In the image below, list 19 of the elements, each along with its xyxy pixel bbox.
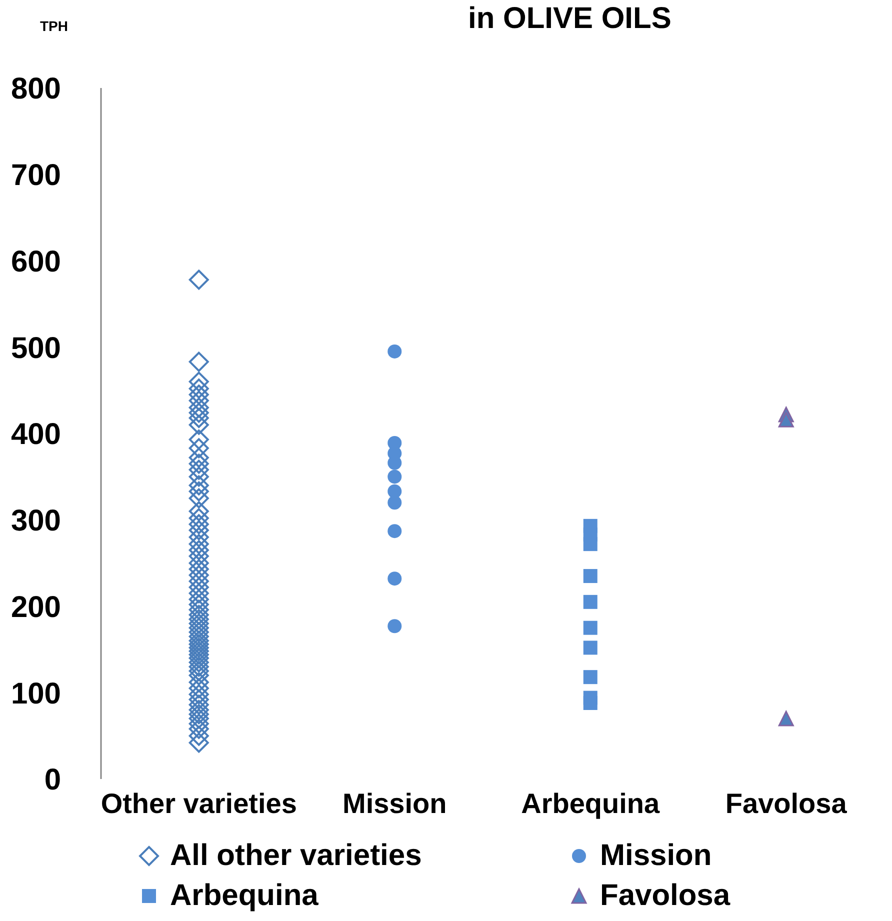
y-tick-label: 500 — [10, 332, 61, 365]
x-tick-label: Other varieties — [100, 788, 297, 819]
y-tick-label: 600 — [10, 245, 61, 278]
chart-title: in OLIVE OILS — [468, 2, 672, 36]
y-tick-label: 200 — [10, 590, 61, 624]
y-axis-title: TPH — [40, 18, 68, 34]
legend-label: Favolosa — [600, 879, 730, 913]
legend-label: Arbequina — [170, 879, 318, 913]
x-tick-label: Favolosa — [725, 788, 848, 819]
y-tick-label: 700 — [10, 159, 61, 192]
y-tick-label: 300 — [10, 504, 61, 538]
legend-label: Mission — [600, 839, 712, 873]
y-tick-label: 400 — [10, 418, 61, 452]
y-tick-label: 800 — [10, 72, 61, 106]
x-tick-label: Arbequina — [521, 788, 660, 819]
y-tick-label: 100 — [10, 677, 61, 710]
x-tick-label: Mission — [342, 788, 447, 819]
legend-label: All other varieties — [170, 839, 422, 873]
y-tick-label: 0 — [44, 764, 61, 797]
